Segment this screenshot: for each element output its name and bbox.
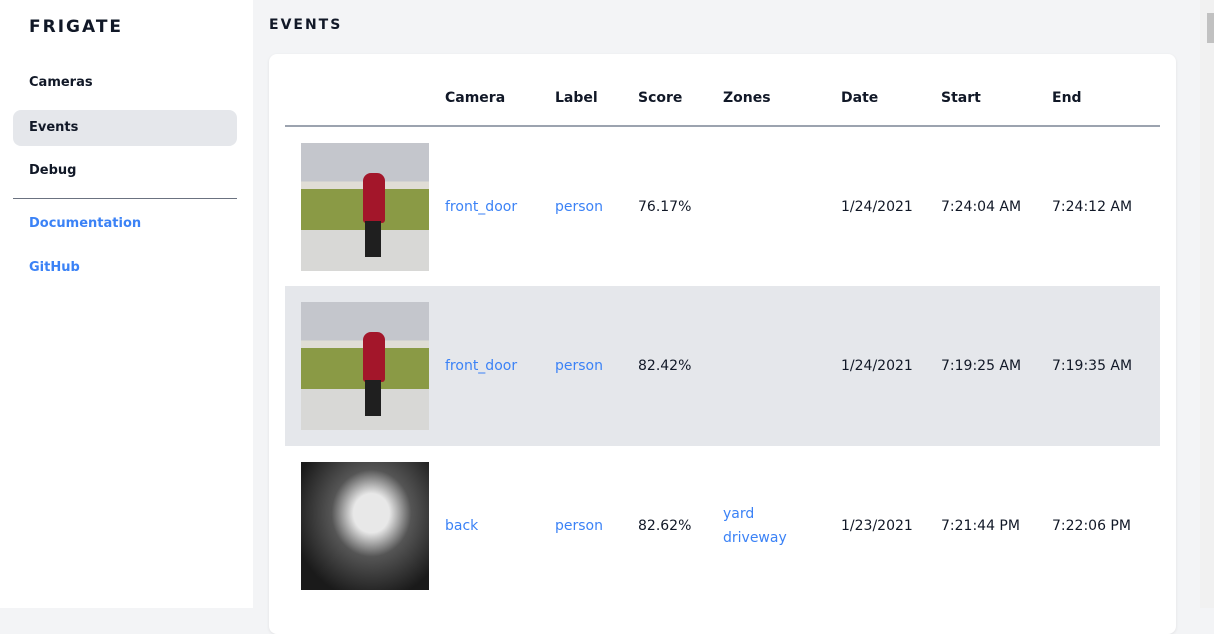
- zone-link[interactable]: driveway: [723, 530, 787, 546]
- score-cell: 82.42%: [638, 286, 723, 446]
- label-link[interactable]: person: [555, 198, 603, 215]
- camera-link[interactable]: front_door: [445, 286, 555, 446]
- table-row[interactable]: front_door person 76.17% 1/24/2021 7:24:…: [285, 126, 1160, 286]
- camera-link[interactable]: front_door: [445, 198, 518, 215]
- column-header-thumbnail: [285, 54, 445, 127]
- score-cell: 82.62%: [638, 518, 692, 534]
- column-header-camera: Camera: [445, 54, 555, 127]
- date-cell: 1/24/2021: [841, 198, 913, 215]
- start-cell: 7:21:44 PM: [941, 518, 1020, 534]
- camera-link[interactable]: back: [445, 518, 479, 534]
- column-header-start: Start: [941, 54, 1052, 127]
- event-thumbnail[interactable]: [301, 142, 429, 271]
- column-header-score: Score: [638, 54, 723, 127]
- start-cell: 7:19:25 AM: [941, 286, 1052, 446]
- documentation-link[interactable]: Documentation: [29, 216, 142, 231]
- table-row[interactable]: front_door person 82.42% 1/24/2021 7:19:…: [285, 286, 1160, 446]
- column-header-zones: Zones: [723, 54, 841, 127]
- end-cell: 7:19:35 AM: [1052, 286, 1160, 446]
- label-link[interactable]: person: [555, 286, 638, 446]
- app-brand: FRIGATE: [29, 17, 124, 37]
- column-header-date: Date: [841, 54, 941, 127]
- column-header-end: End: [1052, 54, 1160, 127]
- sidebar-item-cameras[interactable]: Cameras: [29, 75, 93, 90]
- sidebar: FRIGATE Cameras Events Debug Documentati…: [0, 0, 253, 608]
- score-cell: 76.17%: [638, 198, 692, 215]
- end-cell: 7:24:12 AM: [1052, 198, 1133, 215]
- sidebar-divider: [13, 198, 237, 199]
- table-row[interactable]: back person 82.62% yard driveway 1/23/202…: [285, 446, 1160, 606]
- events-card: Camera Label Score Zones Date Start End …: [269, 54, 1176, 634]
- zone-link[interactable]: yard: [723, 506, 755, 522]
- event-thumbnail[interactable]: [301, 462, 429, 590]
- date-cell: 1/24/2021: [841, 286, 941, 446]
- date-cell: 1/23/2021: [841, 518, 913, 534]
- column-header-label: Label: [555, 54, 638, 127]
- zones-cell: [723, 126, 841, 286]
- end-cell: 7:22:06 PM: [1052, 518, 1131, 534]
- start-cell: 7:24:04 AM: [941, 198, 1022, 215]
- label-link[interactable]: person: [555, 518, 603, 534]
- zones-cell: [723, 286, 841, 446]
- zones-cell: yard driveway: [723, 446, 841, 606]
- event-thumbnail[interactable]: [301, 302, 429, 430]
- page-title: EVENTS: [269, 17, 343, 33]
- sidebar-item-events[interactable]: Events: [13, 110, 237, 146]
- github-link[interactable]: GitHub: [29, 260, 80, 275]
- events-table: Camera Label Score Zones Date Start End …: [285, 54, 1160, 606]
- scrollbar[interactable]: [1200, 0, 1214, 608]
- sidebar-item-debug[interactable]: Debug: [29, 163, 77, 178]
- scrollbar-thumb[interactable]: [1207, 13, 1214, 43]
